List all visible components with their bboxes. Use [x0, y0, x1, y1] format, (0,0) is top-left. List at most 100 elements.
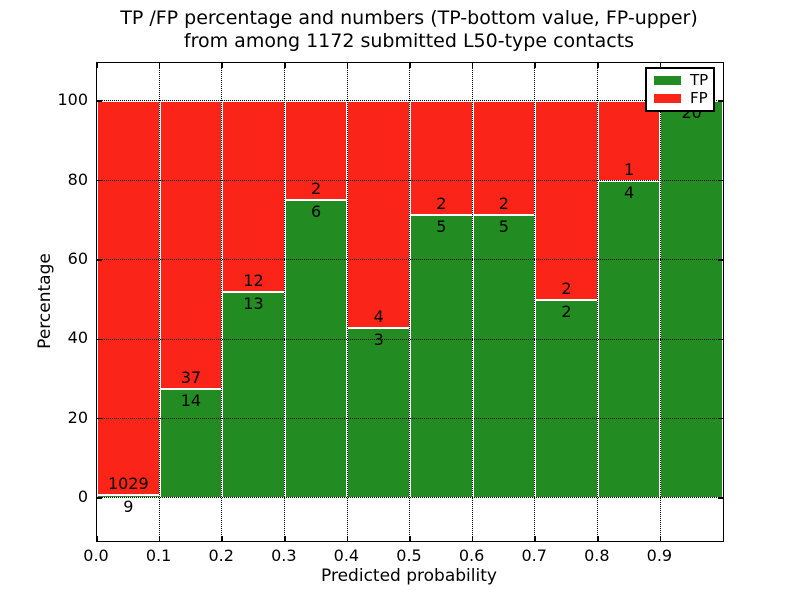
tp-count-label: 14: [180, 391, 202, 411]
chart-title: TP /FP percentage and numbers (TP-bottom…: [96, 7, 722, 53]
x-tick-mark: [96, 63, 98, 68]
x-tick-mark: [221, 63, 223, 68]
fp-count-label: 1029: [107, 473, 149, 493]
fp-count-label: 2: [311, 179, 322, 199]
v-gridline: [534, 63, 536, 541]
fp-count-label: 37: [180, 368, 202, 388]
bar-segment-fp: [597, 101, 661, 181]
x-tick-mark: [346, 536, 349, 541]
x-tick-mark: [409, 536, 411, 541]
y-tick-mark: [718, 497, 723, 499]
y-tick-label: 20: [67, 407, 88, 427]
fp-count-label: 2: [561, 278, 572, 298]
x-tick-label: 0.1: [145, 546, 172, 565]
v-gridline: [346, 63, 348, 541]
x-tick-mark: [284, 536, 286, 541]
bar-segment-tp: [535, 299, 598, 499]
tp-count-label: 5: [436, 216, 447, 236]
chart-title-line2: from among 1172 submitted L50-type conta…: [183, 30, 635, 52]
legend-swatch-fp: [654, 93, 681, 103]
bar-segment-fp: [284, 101, 348, 201]
x-tick-mark: [346, 63, 349, 68]
v-gridline: [471, 63, 473, 541]
x-tick-mark: [158, 536, 161, 541]
y-tick-mark: [97, 179, 102, 182]
x-tick-label: 0.7: [521, 546, 547, 565]
x-tick-mark: [471, 63, 474, 68]
legend-swatch-tp: [654, 76, 681, 86]
fp-count-label: 12: [243, 270, 264, 290]
y-tick-label: 80: [67, 169, 88, 189]
legend-label-fp: FP: [690, 88, 708, 107]
bar-segment-fp: [222, 101, 285, 292]
plot-area: 1029 9 37 14 12 13 2 6 4 3 2 5 2 5 2 2 1 4 20: [96, 62, 724, 542]
y-tick-mark: [718, 338, 723, 341]
x-tick-mark: [597, 63, 599, 68]
y-tick-label: 40: [67, 328, 88, 348]
y-tick-label: 0: [77, 487, 88, 507]
v-gridline: [221, 63, 223, 541]
bar-segment-fp: [97, 101, 160, 495]
y-tick-mark: [97, 338, 102, 341]
x-tick-mark: [659, 536, 662, 541]
v-gridline: [659, 63, 661, 541]
bar-segment-tp: [410, 214, 473, 499]
x-tick-label: 0.3: [271, 546, 297, 565]
bar-segment-fp: [159, 101, 223, 390]
x-tick-mark: [158, 63, 161, 68]
bar-segment-fp: [347, 101, 410, 328]
tp-count-label: 13: [243, 293, 264, 313]
y-tick-labels: 0 20 40 60 80 100: [34, 62, 88, 540]
x-tick-mark: [221, 536, 223, 541]
x-tick-mark: [409, 63, 411, 68]
x-tick-label: 0.2: [208, 546, 234, 565]
legend-entry-tp: TP: [654, 71, 709, 90]
y-tick-mark: [718, 417, 723, 420]
y-tick-mark: [97, 259, 102, 261]
fp-count-label: 1: [624, 159, 635, 179]
y-tick-mark: [97, 100, 102, 102]
y-tick-mark: [97, 417, 102, 420]
v-gridline: [597, 63, 599, 541]
tp-count-label: 4: [624, 182, 635, 202]
bar-segment-tp: [660, 101, 723, 499]
fp-count-label: 2: [436, 193, 447, 213]
x-tick-label: 0.0: [83, 546, 109, 565]
tp-count-label: 3: [373, 329, 384, 349]
fp-count-label: 2: [498, 193, 509, 213]
bar-segment-tp: [472, 214, 536, 499]
x-tick-label: 0.8: [584, 546, 610, 565]
x-axis-label: Predicted probability: [321, 566, 497, 586]
fp-count-label: 4: [373, 306, 384, 326]
x-tick-mark: [534, 63, 536, 68]
tp-count-label: 9: [123, 496, 134, 516]
tp-count-label: 6: [311, 202, 322, 222]
tp-count-label: 2: [561, 301, 572, 321]
y-tick-label: 60: [67, 248, 88, 268]
x-tick-labels: 0.0 0.1 0.2 0.3 0.4 0.5 0.6 0.7 0.8 0.9: [83, 546, 722, 568]
x-tick-label: 0.6: [458, 546, 485, 565]
bar-segment-tp: [284, 200, 348, 499]
x-tick-mark: [96, 536, 98, 541]
chart-title-line1: TP /FP percentage and numbers (TP-bottom…: [120, 7, 698, 29]
bar-segment-tp: [347, 327, 410, 499]
x-tick-label: 0.5: [396, 546, 422, 565]
y-tick-mark: [718, 259, 723, 261]
bar-segment-fp: [535, 101, 598, 300]
v-gridline: [409, 63, 411, 541]
legend-label-tp: TP: [690, 71, 709, 90]
tp-count-label: 5: [498, 216, 509, 236]
x-tick-mark: [534, 536, 536, 541]
bar-segment-tp: [222, 291, 285, 499]
x-tick-mark: [597, 536, 599, 541]
y-tick-mark: [718, 100, 723, 102]
y-tick-mark: [718, 179, 723, 182]
legend-entry-fp: FP: [654, 88, 708, 107]
x-tick-mark: [284, 63, 286, 68]
x-tick-mark: [659, 63, 662, 68]
v-gridline: [284, 63, 286, 541]
y-tick-mark: [97, 497, 102, 499]
y-tick-label: 100: [57, 90, 88, 110]
x-tick-label: 0.4: [333, 546, 360, 565]
